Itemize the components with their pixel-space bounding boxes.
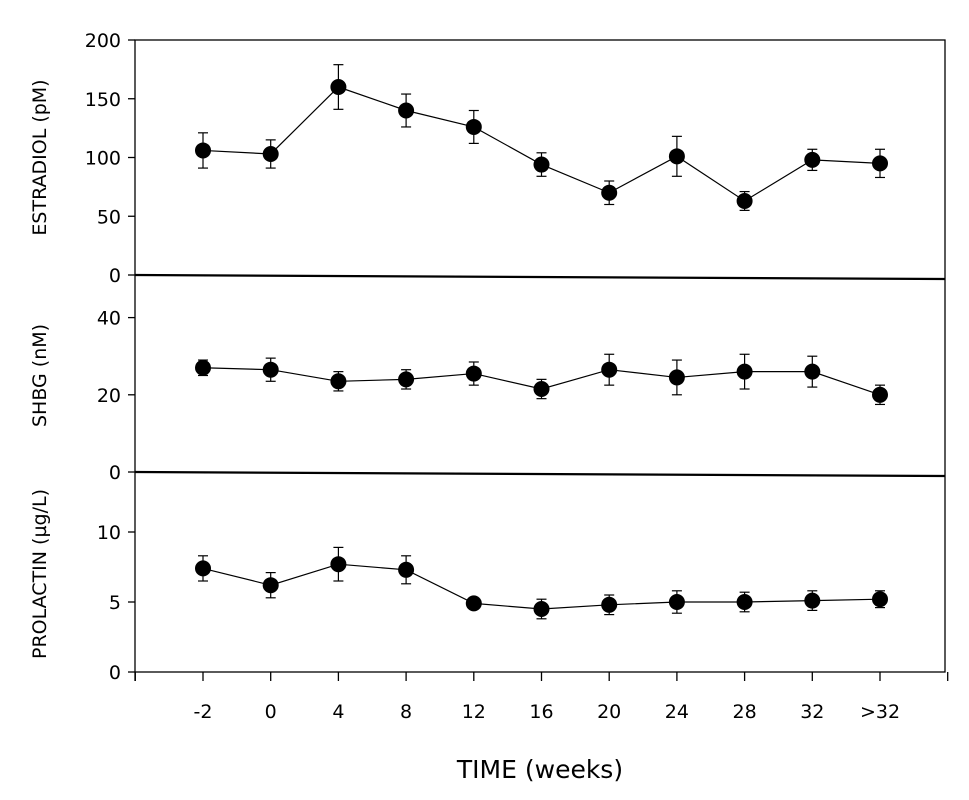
data-point <box>736 192 753 209</box>
panel-3: 0 5 10 PROLACTIN (µg/L) <box>29 489 888 684</box>
data-point <box>533 381 550 398</box>
data-point <box>195 142 211 159</box>
data-point <box>668 369 685 386</box>
x-tick-label: 16 <box>529 701 553 723</box>
data-point <box>872 386 888 403</box>
data-point <box>668 148 685 165</box>
panel-divider-bottom <box>134 470 946 478</box>
y-tick-label: 200 <box>85 30 121 52</box>
x-tick-label: -2 <box>194 701 213 723</box>
y-tick-label: 50 <box>97 206 121 228</box>
y-tick-label: 0 <box>109 265 121 287</box>
x-tick-label: 32 <box>800 701 824 723</box>
data-point <box>398 102 415 119</box>
series-line <box>202 86 881 202</box>
x-tick-label: 4 <box>332 701 344 723</box>
x-tick-label: 12 <box>462 701 486 723</box>
data-point <box>804 151 821 168</box>
x-axis: -2 0 4 8 12 16 20 24 28 32 >32 <box>134 672 949 723</box>
x-tick-label: >32 <box>860 701 900 723</box>
data-point <box>398 371 415 388</box>
data-point <box>736 363 753 380</box>
y-tick-label: 150 <box>85 89 121 111</box>
data-point <box>330 373 347 390</box>
data-point <box>804 592 821 609</box>
data-point <box>804 363 821 380</box>
data-point <box>601 596 618 613</box>
y-tick-label: 10 <box>97 522 121 544</box>
data-point <box>465 595 482 612</box>
data-point <box>736 594 753 610</box>
data-point <box>398 561 415 578</box>
y-axis-title: SHBG (nM) <box>29 324 51 427</box>
data-point <box>533 156 550 173</box>
x-tick-label: 28 <box>733 701 757 723</box>
data-point <box>465 118 482 135</box>
x-axis-title: TIME (weeks) <box>456 755 623 784</box>
x-tick-label: 8 <box>400 701 412 723</box>
y-tick-label: 40 <box>97 308 121 330</box>
data-point <box>601 184 618 201</box>
data-point <box>262 361 279 378</box>
y-tick-label: 0 <box>109 462 121 484</box>
panel-divider-top <box>134 273 946 281</box>
data-point <box>262 577 279 594</box>
y-tick-label: 0 <box>109 662 121 684</box>
data-point <box>533 601 550 617</box>
y-tick-label: 5 <box>109 592 121 614</box>
y-axis-title: PROLACTIN (µg/L) <box>29 489 51 659</box>
y-tick-label: 100 <box>85 148 121 170</box>
data-point <box>262 145 279 162</box>
x-tick-label: 0 <box>265 701 277 723</box>
data-point <box>872 591 888 608</box>
x-tick-label: 24 <box>665 701 689 723</box>
data-point <box>601 361 618 378</box>
y-axis-title: ESTRADIOL (pM) <box>29 79 51 235</box>
panel-2: 0 20 40 SHBG (nM) <box>29 308 888 484</box>
data-point <box>668 594 685 610</box>
x-tick-label: 20 <box>597 701 621 723</box>
data-point <box>195 359 211 376</box>
panel-1: 0 50 100 150 200 ESTRADIOL (pM) <box>29 30 888 287</box>
y-tick-label: 20 <box>97 385 121 407</box>
plot-frame <box>134 39 946 673</box>
data-point <box>330 556 347 573</box>
data-point <box>330 79 347 95</box>
data-point <box>195 560 211 577</box>
data-point <box>872 155 888 172</box>
data-point <box>465 365 482 382</box>
